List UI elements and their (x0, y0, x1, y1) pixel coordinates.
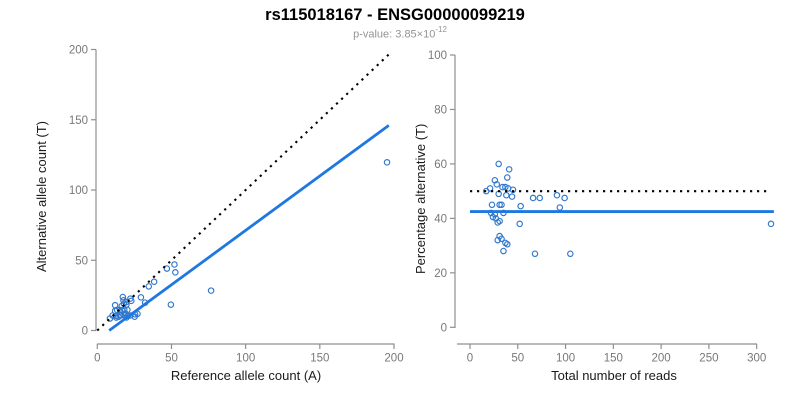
data-point (503, 240, 511, 248)
data-point (553, 191, 561, 199)
data-point (106, 315, 114, 322)
x-tick-label: 200 (384, 353, 403, 365)
x-tick-label: 0 (94, 353, 100, 365)
x-tick-label: 100 (556, 353, 575, 365)
x-tick-label: 250 (699, 353, 718, 365)
data-point (517, 202, 524, 210)
data-point (508, 193, 516, 200)
data-point (131, 313, 138, 321)
data-point (171, 261, 178, 268)
data-point (498, 235, 505, 243)
fit-line (108, 124, 390, 332)
data-point (383, 159, 391, 166)
data-point (207, 287, 215, 294)
data-point (516, 220, 523, 228)
data-point (505, 166, 513, 173)
data-point (494, 219, 501, 226)
x-tick-label: 150 (604, 353, 623, 365)
data-point (500, 247, 507, 255)
y-tick-label: 50 (75, 255, 88, 267)
y-tick-label: 100 (69, 185, 88, 197)
data-point (482, 187, 490, 195)
data-point (137, 294, 145, 301)
x-tick-label: 100 (236, 353, 255, 365)
y-tick-label: 40 (434, 213, 447, 225)
y-tick-label: 0 (82, 326, 88, 338)
pvalue-text: p-value: 3.85×10 (353, 28, 436, 41)
left-yaxis-title: Alternative allele count (T) (34, 120, 49, 272)
pvalue-exponent: -12 (435, 25, 447, 34)
right-yaxis-title: Percentage alternative (T) (413, 123, 428, 274)
x-tick-label: 200 (652, 353, 671, 365)
data-point (496, 201, 503, 209)
x-tick-label: 300 (747, 353, 766, 365)
figure-title: rs115018167 - ENSG00000099219 (265, 6, 525, 24)
data-point (561, 194, 568, 202)
data-point (499, 183, 506, 191)
data-point (509, 186, 517, 194)
y-tick-label: 200 (69, 45, 88, 57)
right-plot: 0 50 100 150 200 250 300 0 20 40 60 80 100 (428, 50, 775, 365)
data-point (172, 269, 179, 276)
y-tick-label: 20 (434, 268, 447, 280)
left-plot: 0 50 100 150 200 0 50 100 150 200 (69, 45, 404, 365)
identity-line (96, 52, 391, 332)
y-tick-label: 60 (434, 159, 447, 171)
data-point (536, 194, 544, 202)
x-tick-label: 0 (467, 353, 473, 365)
x-tick-label: 50 (511, 353, 524, 365)
left-xaxis-title: Reference allele count (A) (170, 368, 322, 383)
data-point (529, 194, 537, 202)
y-tick-label: 150 (69, 115, 88, 127)
data-point (145, 283, 153, 290)
data-point (567, 250, 574, 258)
y-tick-label: 80 (434, 104, 447, 116)
right-xaxis-title: Total number of reads (551, 368, 677, 383)
x-tick-label: 50 (165, 353, 178, 365)
y-tick-label: 100 (428, 50, 447, 62)
data-point (494, 236, 501, 244)
data-point (150, 278, 158, 286)
x-tick-label: 150 (310, 353, 329, 365)
data-point (503, 191, 510, 199)
y-tick-label: 0 (441, 322, 447, 334)
data-point (498, 201, 505, 209)
data-point (495, 160, 502, 168)
data-point (531, 250, 539, 258)
data-point (493, 181, 501, 188)
data-point (767, 220, 775, 228)
data-point (488, 201, 496, 209)
data-point (503, 174, 511, 181)
data-point (556, 204, 564, 211)
pvalue-subtitle: p-value: 3.85×10-12 (0, 25, 800, 41)
data-point (119, 293, 127, 301)
data-point (167, 301, 175, 308)
